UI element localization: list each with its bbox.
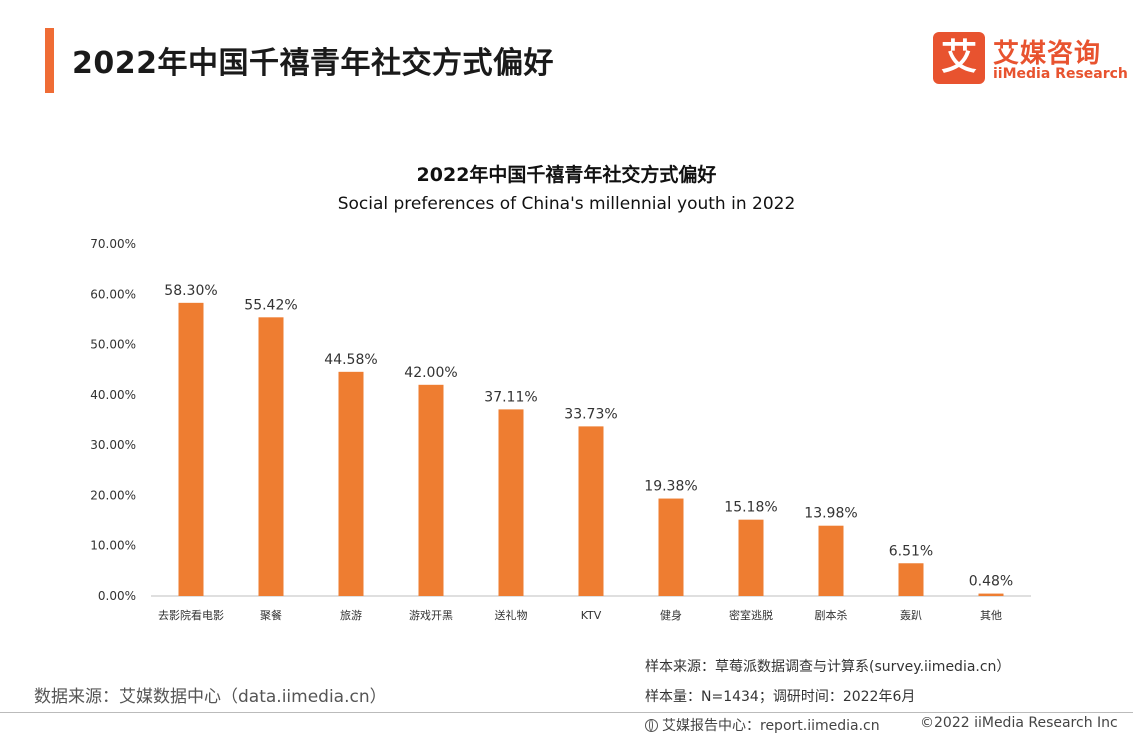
bar-value-label: 58.30% xyxy=(164,283,217,299)
bar xyxy=(898,563,924,596)
y-tick-label: 0.00% xyxy=(98,589,136,603)
logo-name-en: iiMedia Research xyxy=(993,66,1128,82)
y-tick-label: 60.00% xyxy=(90,287,136,301)
y-tick-label: 70.00% xyxy=(90,237,136,251)
bar-value-label: 15.18% xyxy=(724,500,777,516)
chart-title: 2022年中国千禧青年社交方式偏好 xyxy=(416,164,717,186)
x-tick-label: 聚餐 xyxy=(260,608,282,622)
bar xyxy=(258,317,284,596)
bar-value-label: 13.98% xyxy=(804,506,857,522)
bar-value-label: 42.00% xyxy=(404,365,457,381)
bar xyxy=(178,302,204,596)
bar-value-label: 44.58% xyxy=(324,352,377,368)
x-tick-label: 健身 xyxy=(660,608,682,622)
x-tick-label: 轰趴 xyxy=(900,608,922,622)
y-tick-label: 40.00% xyxy=(90,388,136,402)
y-tick-label: 30.00% xyxy=(90,438,136,452)
sample-source: 样本来源：草莓派数据调查与计算系(survey.iimedia.cn） xyxy=(645,659,1011,675)
bar-value-label: 6.51% xyxy=(889,543,933,559)
bar-value-label: 19.38% xyxy=(644,479,697,495)
bar xyxy=(418,384,444,596)
x-tick-label: 剧本杀 xyxy=(815,608,848,622)
bar-value-label: 33.73% xyxy=(564,406,617,422)
page-title: 2022年中国千禧青年社交方式偏好 xyxy=(72,46,554,81)
x-tick-label: 密室逃脱 xyxy=(729,608,773,622)
sample-size: 样本量：N=1434；调研时间：2022年6月 xyxy=(645,689,916,705)
x-tick-label: 游戏开黑 xyxy=(409,609,453,622)
y-tick-label: 20.00% xyxy=(90,488,136,502)
bar xyxy=(338,371,364,596)
bar xyxy=(978,593,1004,596)
y-tick-label: 50.00% xyxy=(90,338,136,352)
x-tick-label: 送礼物 xyxy=(495,608,528,622)
bar-value-label: 37.11% xyxy=(484,389,537,405)
bar xyxy=(498,409,524,596)
report-center-text: 艾媒报告中心：report.iimedia.cn xyxy=(662,718,880,734)
logo-name-cn: 艾媒咨询 xyxy=(993,39,1102,69)
x-tick-label: 其他 xyxy=(980,609,1002,622)
title-accent-bar xyxy=(45,28,54,93)
logo-mark-icon: 艾 xyxy=(933,32,985,84)
iimedia-logo: 艾 艾媒咨询 iiMedia Research xyxy=(933,32,1128,88)
bar-value-label: 55.42% xyxy=(244,297,297,313)
bar xyxy=(578,426,604,596)
copyright: ©2022 iiMedia Research Inc xyxy=(920,715,1118,731)
x-tick-label: 去影院看电影 xyxy=(158,608,224,622)
report-center: 艾媒报告中心：report.iimedia.cn xyxy=(645,715,880,735)
globe-icon xyxy=(645,719,658,732)
data-source: 数据来源：艾媒数据中心（data.iimedia.cn） xyxy=(34,687,387,707)
y-tick-label: 10.00% xyxy=(90,539,136,553)
x-tick-label: 旅游 xyxy=(340,608,362,622)
chart-subtitle: Social preferences of China's millennial… xyxy=(337,194,796,214)
x-tick-label: KTV xyxy=(581,609,602,622)
bar xyxy=(658,498,684,596)
footer-divider xyxy=(0,712,1133,713)
bar xyxy=(738,519,764,596)
bar-value-label: 0.48% xyxy=(969,574,1013,590)
bar xyxy=(818,525,844,596)
